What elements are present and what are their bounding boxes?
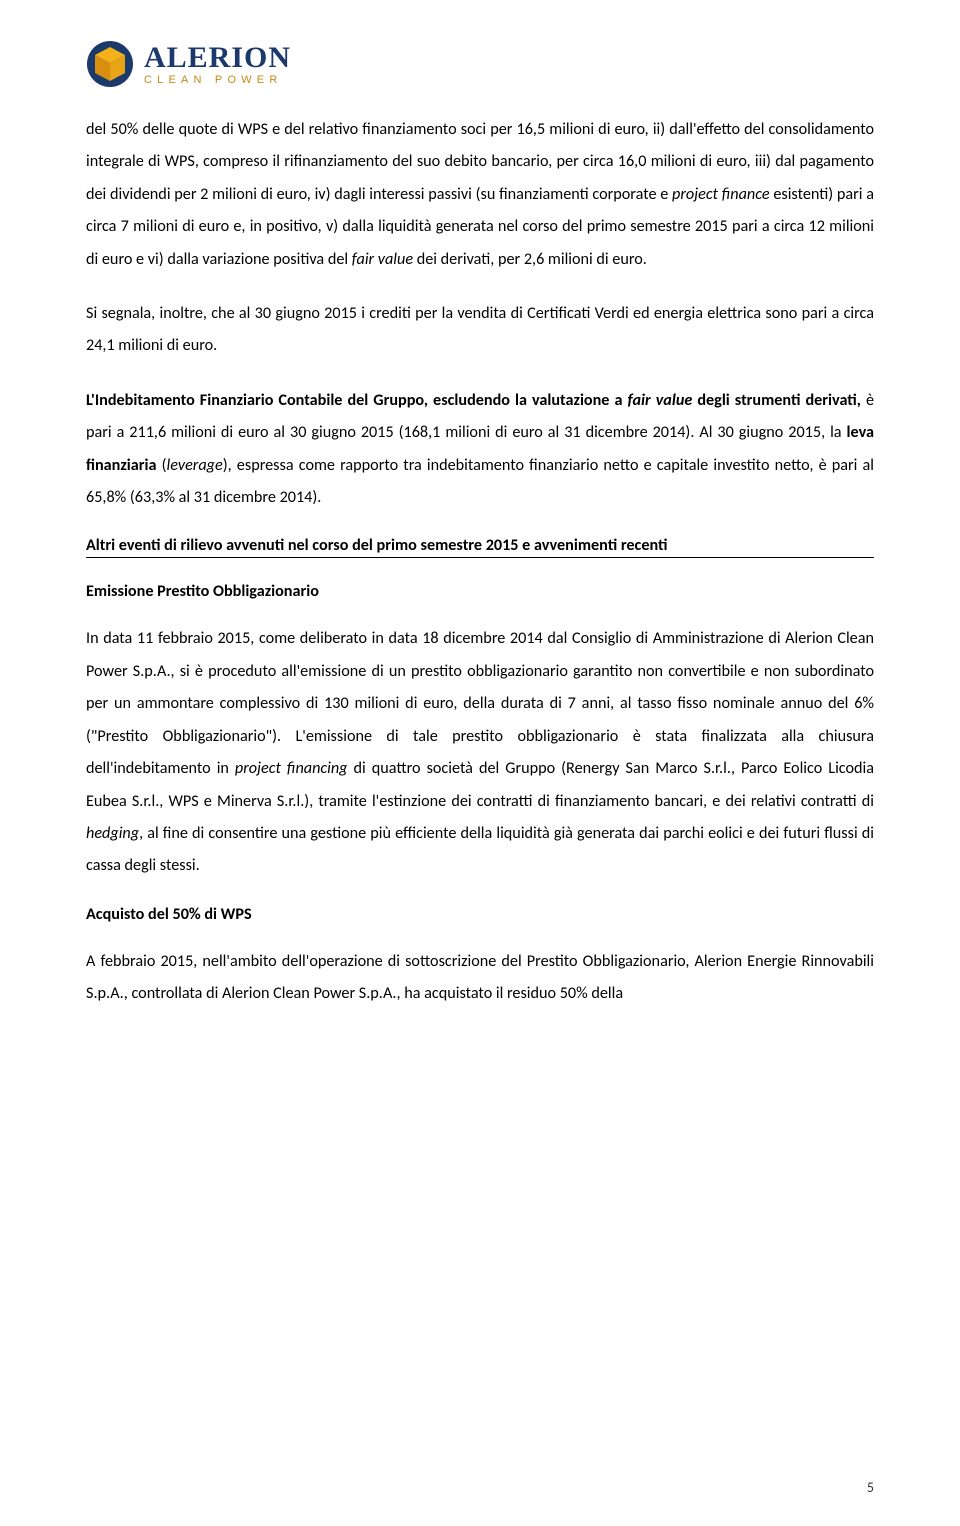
paragraph-4: In data 11 febbraio 2015, come deliberat… <box>86 623 874 882</box>
sub-heading-bond: Emissione Prestito Obbligazionario <box>86 582 874 601</box>
paragraph-5: A febbraio 2015, nell'ambito dell'operaz… <box>86 946 874 1011</box>
logo-text-block: ALERION CLEAN POWER <box>144 43 291 86</box>
company-logo: ALERION CLEAN POWER <box>86 40 874 88</box>
paragraph-3: L'Indebitamento Finanziario Contabile de… <box>86 385 874 515</box>
section-heading-events: Altri eventi di rilievo avvenuti nel cor… <box>86 536 874 558</box>
sub-heading-wps: Acquisto del 50% di WPS <box>86 905 874 924</box>
paragraph-2: Si segnala, inoltre, che al 30 giugno 20… <box>86 298 874 363</box>
logo-main-text: ALERION <box>144 43 291 73</box>
cube-logo-icon <box>86 40 134 88</box>
logo-sub-text: CLEAN POWER <box>144 75 291 86</box>
paragraph-1: del 50% delle quote di WPS e del relativ… <box>86 114 874 276</box>
document-page: ALERION CLEAN POWER del 50% delle quote … <box>0 0 960 1526</box>
page-number: 5 <box>867 1479 874 1496</box>
